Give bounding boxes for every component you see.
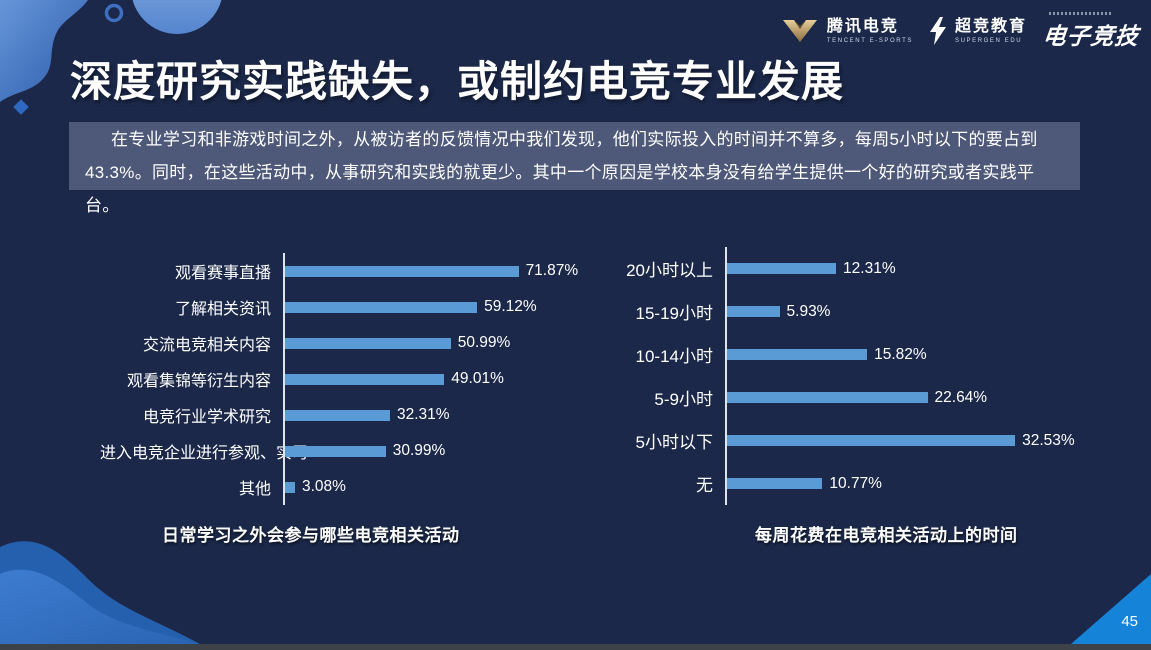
bar [727,435,1016,446]
chart-row: 10-14小时 15.82% [608,333,1037,376]
category-label: 10-14小时 [635,347,713,366]
bottom-edge-strip [0,644,1151,650]
bar [285,373,445,385]
ring-decoration [104,3,124,23]
tencent-esports-subtitle: TENCENT E-SPORTS [826,37,913,44]
plot-area: 15.82% [725,333,1037,376]
bar [727,478,823,489]
category-label: 其他 [238,481,271,498]
value-label: 22.64% [934,388,988,406]
supergen-edu-logo: 超竞教育 SUPERGEN EDU [929,17,1027,45]
value-label: 71.87% [525,262,579,279]
plot-area: 5.93% [725,290,1037,333]
category-label: 20小时以上 [626,261,713,280]
chart-row: 无 10.77% [608,462,1037,505]
value-label: 10.77% [829,474,882,492]
chart-row: 进入电竞企业进行参观、实习 30.99% [100,433,545,469]
bar [285,409,390,421]
activities-bar-chart: 观看赛事直播 71.87% 了解相关资讯 59.12% 交流电竞相关内容 50.99% 观看… [100,253,578,505]
category-label: 交流电竞相关内容 [142,337,271,354]
weekly-time-bar-chart: 20小时以上 12.31% 15-19小时 5.93% 10-14小时 15.82% 5-9… [608,247,1075,505]
page-number: 45 [1121,613,1138,630]
plot-area: 32.31% [283,397,545,433]
bar [285,301,478,313]
value-label: 15.82% [874,345,927,363]
chart-row: 电竞行业学术研究 32.31% [100,397,545,433]
chart-row: 其他 3.08% [100,469,545,505]
semicircle-decoration [132,0,222,34]
bar [285,337,451,349]
chart-row: 5小时以下 32.53% [608,419,1075,462]
value-label: 32.53% [1022,431,1075,449]
lightning-bolt-icon [929,17,946,45]
value-label: 59.12% [484,298,537,315]
page-number-triangle [1071,574,1151,644]
category-label: 无 [696,476,713,495]
category-label: 5小时以下 [635,433,713,452]
weekly-time-chart-caption: 每周花费在电竞相关活动上的时间 [755,526,1018,545]
bar [727,349,868,360]
category-label: 5-9小时 [654,390,713,409]
plot-area: 22.64% [725,376,1037,419]
bar [727,263,837,274]
esports-wordmark-logo: 电子竞技 [1041,11,1141,51]
plot-area: 12.31% [725,247,1037,290]
category-label: 15-19小时 [635,304,713,323]
category-label: 观看赛事直播 [174,265,271,282]
plot-area: 30.99% [283,433,545,469]
tencent-esports-logo: 腾讯电竞 TENCENT E-SPORTS [781,18,913,44]
wave-decoration [0,541,200,644]
value-label: 32.31% [397,406,450,423]
chart-row: 观看赛事直播 71.87% [100,253,578,289]
chart-row: 20小时以上 12.31% [608,247,1037,290]
bar [285,265,519,277]
plot-area: 71.87% [283,253,578,289]
chart-row: 15-19小时 5.93% [608,290,1037,333]
logo-bar: 腾讯电竞 TENCENT E-SPORTS 超竞教育 SUPERGEN EDU … [781,10,1141,52]
value-label: 3.08% [302,478,346,495]
plot-area: 59.12% [283,289,545,325]
plot-area: 10.77% [725,462,1037,505]
plot-area: 3.08% [283,469,545,505]
bar [727,306,780,317]
value-label: 12.31% [843,259,896,277]
plot-area: 49.01% [283,361,545,397]
chart-row: 5-9小时 22.64% [608,376,1037,419]
esports-wordmark: 电子竞技 [1041,22,1141,49]
plot-area: 32.53% [725,419,1075,462]
esports-logo-microtext [1049,11,1113,15]
plot-area: 50.99% [283,325,545,361]
category-label: 进入电竞企业进行参观、实习 [100,445,309,462]
diamond-decoration [13,99,29,115]
chart-row: 了解相关资讯 59.12% [100,289,545,325]
value-label: 50.99% [457,334,511,351]
value-label: 5.93% [786,302,831,320]
chart-row: 观看集锦等衍生内容 49.01% [100,361,545,397]
tencent-esports-name: 腾讯电竞 [826,17,899,35]
category-label: 电竞行业学术研究 [142,409,271,426]
chart-row: 交流电竞相关内容 50.99% [100,325,545,361]
bar [285,481,295,493]
activities-chart-caption: 日常学习之外会参与哪些电竞相关活动 [162,526,460,545]
summary-paragraph: 在专业学习和非游戏时间之外，从被访者的反馈情况中我们发现，他们实际投入的时间并不… [69,122,1080,215]
supergen-edu-name: 超竞教育 [954,17,1027,35]
category-label: 观看集锦等衍生内容 [126,373,271,390]
value-label: 49.01% [451,370,504,387]
value-label: 30.99% [392,442,446,459]
tencent-v-icon [782,20,817,42]
category-label: 了解相关资讯 [174,301,271,318]
bar [727,392,928,403]
supergen-edu-subtitle: SUPERGEN EDU [954,37,1023,44]
slide-title: 深度研究实践缺失，或制约电竞专业发展 [70,58,845,105]
bar [285,445,386,457]
